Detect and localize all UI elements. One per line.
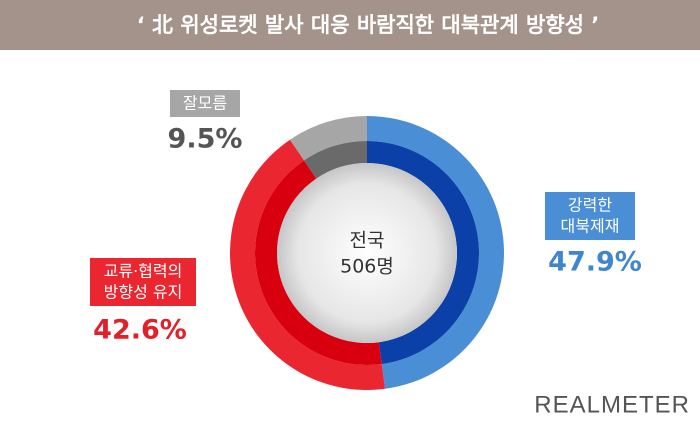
category-label: 대북제재 <box>561 217 620 236</box>
brand: REALMETER <box>534 391 690 418</box>
chart-title: ‘ 北 위성로켓 발사 대응 바람직한 대북관계 방향성 ’ <box>137 13 600 37</box>
donut-inner-segment <box>304 141 367 179</box>
donut-outer-segment <box>289 116 367 161</box>
category-label: 방향성 유지 <box>104 283 183 302</box>
donut-inner-segment <box>367 141 479 365</box>
center-label: 506명 <box>340 256 394 278</box>
donut-inner-segment <box>255 160 382 365</box>
value-label: 47.9% <box>548 247 642 278</box>
header-bar <box>0 0 700 50</box>
category-label: 잘모름 <box>183 94 227 113</box>
category-label: 교류·협력의 <box>104 262 183 281</box>
value-label: 42.6% <box>93 315 187 346</box>
donut-outer-segment <box>230 139 386 390</box>
center-label: 전국 <box>350 230 385 252</box>
value-label: 9.5% <box>168 124 243 155</box>
label-box <box>170 90 240 117</box>
category-label: 강력한 <box>568 196 612 215</box>
donut-outer-segment <box>367 116 504 389</box>
label-box <box>90 258 196 306</box>
donut-hole <box>277 163 457 343</box>
label-box <box>545 192 635 240</box>
